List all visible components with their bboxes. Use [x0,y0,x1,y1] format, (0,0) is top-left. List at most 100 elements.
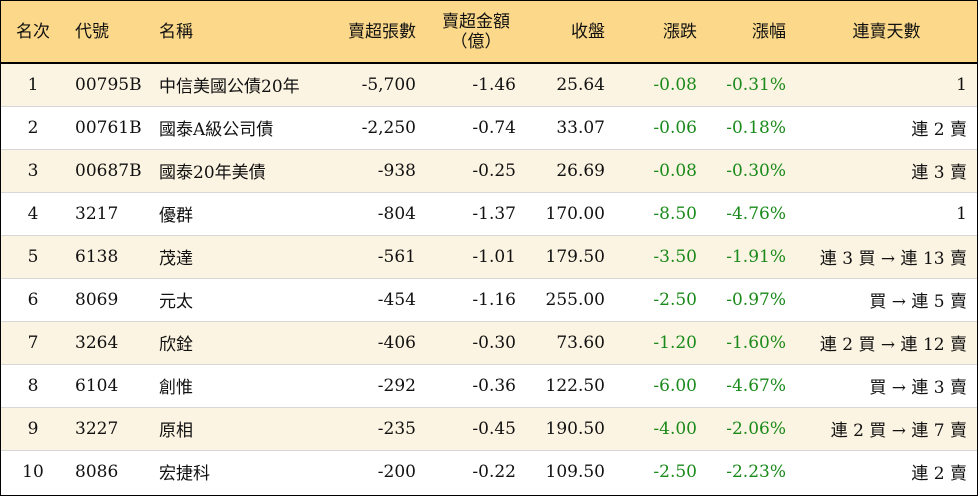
cell-name: 創惟 [149,363,324,407]
cell-net-sell-lots: -804 [324,191,426,235]
cell-code: 3264 [65,320,149,364]
header-net-sell-lots: 賣超張數 [324,1,426,64]
cell-rank: 8 [1,363,65,407]
cell-change-pct: -4.76% [707,191,796,235]
table-row: 5 6138 茂達 -561 -1.01 179.50 -3.50 -1.91% 連 3 買 →… [1,234,977,278]
cell-code: 8086 [65,449,149,493]
cell-net-sell-amount: -0.36 [426,363,526,407]
cell-rank: 5 [1,234,65,278]
cell-close: 122.50 [526,363,615,407]
cell-rank: 2 [1,105,65,149]
cell-rank: 1 [27,74,39,95]
cell-close: 190.50 [526,406,615,450]
cell-name: 欣銓 [149,320,324,364]
cell-change: -4.00 [615,406,707,450]
cell-close: 33.07 [526,105,615,149]
header-row: 名次 代號 名稱 賣超張數 賣超金額 （億） 收盤 漲跌 漲幅 連賣天數 [1,1,977,64]
cell-change-pct: -0.18% [707,105,796,149]
header-consecutive-days: 連賣天數 [796,1,977,64]
table-row: 10 8086 宏捷科 -200 -0.22 109.50 -2.50 -2.23% 連 2 賣 [1,449,977,493]
cell-net-sell-amount: -0.74 [426,105,526,149]
cell-code: 00761B [65,105,149,149]
cell-code: 3217 [65,191,149,235]
cell-name: 中信美國公債20年 [159,77,300,98]
header-change: 漲跌 [615,1,707,64]
table-body: 1 00795B 中信美國公債20年 -5,700 -1.46 25.64 -0.08 -0.… [1,63,977,493]
cell-change: -2.50 [615,449,707,493]
cell-rank: 9 [1,406,65,450]
cell-net-sell-lots: -561 [324,234,426,278]
cell-change: -0.08 [615,148,707,192]
cell-net-sell-lots: -454 [324,277,426,321]
cell-change: -0.08 [653,74,697,95]
cell-rank: 10 [1,449,65,493]
cell-net-sell-lots: -2,250 [324,105,426,149]
cell-change: -2.50 [615,277,707,321]
cell-change-pct: -1.60% [707,320,796,364]
cell-change: -0.06 [615,105,707,149]
cell-change: -6.00 [615,363,707,407]
cell-net-sell-lots: -200 [324,449,426,493]
cell-name: 原相 [149,406,324,450]
cell-close: 25.64 [556,74,605,95]
cell-close: 109.50 [526,449,615,493]
cell-net-sell-amount: -0.45 [426,406,526,450]
header-name: 名稱 [149,1,324,64]
cell-name: 優群 [149,191,324,235]
header-rank: 名次 [1,1,65,64]
cell-close: 255.00 [526,277,615,321]
cell-net-sell-amount: -0.30 [426,320,526,364]
cell-change: -1.20 [615,320,707,364]
cell-net-sell-lots: -235 [324,406,426,450]
cell-code: 00687B [65,148,149,192]
cell-net-sell-amount: -0.25 [426,148,526,192]
cell-change-pct: -2.06% [707,406,796,450]
cell-change-pct: -4.67% [707,363,796,407]
cell-change-pct: -0.31% [726,74,786,95]
cell-net-sell-amount: -1.01 [426,234,526,278]
cell-net-sell-amount: -1.46 [472,74,516,95]
cell-net-sell-amount: -1.16 [426,277,526,321]
cell-code: 6104 [65,363,149,407]
cell-net-sell-lots: -292 [324,363,426,407]
cell-code: 6138 [65,234,149,278]
cell-consecutive-days: 連 2 買 → 連 12 賣 [796,320,977,364]
header-net-sell-amount: 賣超金額 （億） [426,1,526,64]
cell-close: 26.69 [526,148,615,192]
cell-name: 宏捷科 [149,449,324,493]
cell-name: 國泰20年美債 [149,148,324,192]
header-close: 收盤 [526,1,615,64]
header-net-sell-amount-line1: 賣超金額 [442,11,510,32]
cell-close: 179.50 [526,234,615,278]
cell-change: -3.50 [615,234,707,278]
cell-consecutive-days: 買 → 連 5 賣 [796,277,977,321]
header-code: 代號 [65,1,149,64]
table-row: 8 6104 創惟 -292 -0.36 122.50 -6.00 -4.67% 買 → 連 3… [1,363,977,407]
cell-rank: 4 [1,191,65,235]
cell-net-sell-lots: -406 [324,320,426,364]
cell-consecutive-days: 1 [956,74,967,95]
cell-name: 元太 [149,277,324,321]
cell-consecutive-days: 連 3 賣 [796,148,977,192]
table-row: 7 3264 欣銓 -406 -0.30 73.60 -1.20 -1.60% 連 2 買 → … [1,320,977,364]
header-change-pct: 漲幅 [707,1,796,64]
cell-consecutive-days: 買 → 連 3 賣 [796,363,977,407]
cell-net-sell-amount: -0.22 [426,449,526,493]
cell-rank: 6 [1,277,65,321]
cell-change: -8.50 [615,191,707,235]
cell-change-pct: -0.30% [707,148,796,192]
cell-rank: 3 [1,148,65,192]
table-row: 6 8069 元太 -454 -1.16 255.00 -2.50 -0.97% 買 → 連 5… [1,277,977,321]
cell-consecutive-days: 連 2 賣 [796,449,977,493]
header-net-sell-amount-unit: （億） [450,31,502,52]
cell-consecutive-days: 連 3 買 → 連 13 賣 [796,234,977,278]
table-row: 9 3227 原相 -235 -0.45 190.50 -4.00 -2.06% 連 2 買 →… [1,406,977,450]
cell-rank: 7 [1,320,65,364]
table-row: 1 00795B 中信美國公債20年 -5,700 -1.46 25.64 -0.08 -0.… [1,63,977,106]
cell-change-pct: -2.23% [707,449,796,493]
cell-code: 00795B [75,74,142,95]
cell-net-sell-lots: -938 [324,148,426,192]
cell-net-sell-amount: -1.37 [426,191,526,235]
